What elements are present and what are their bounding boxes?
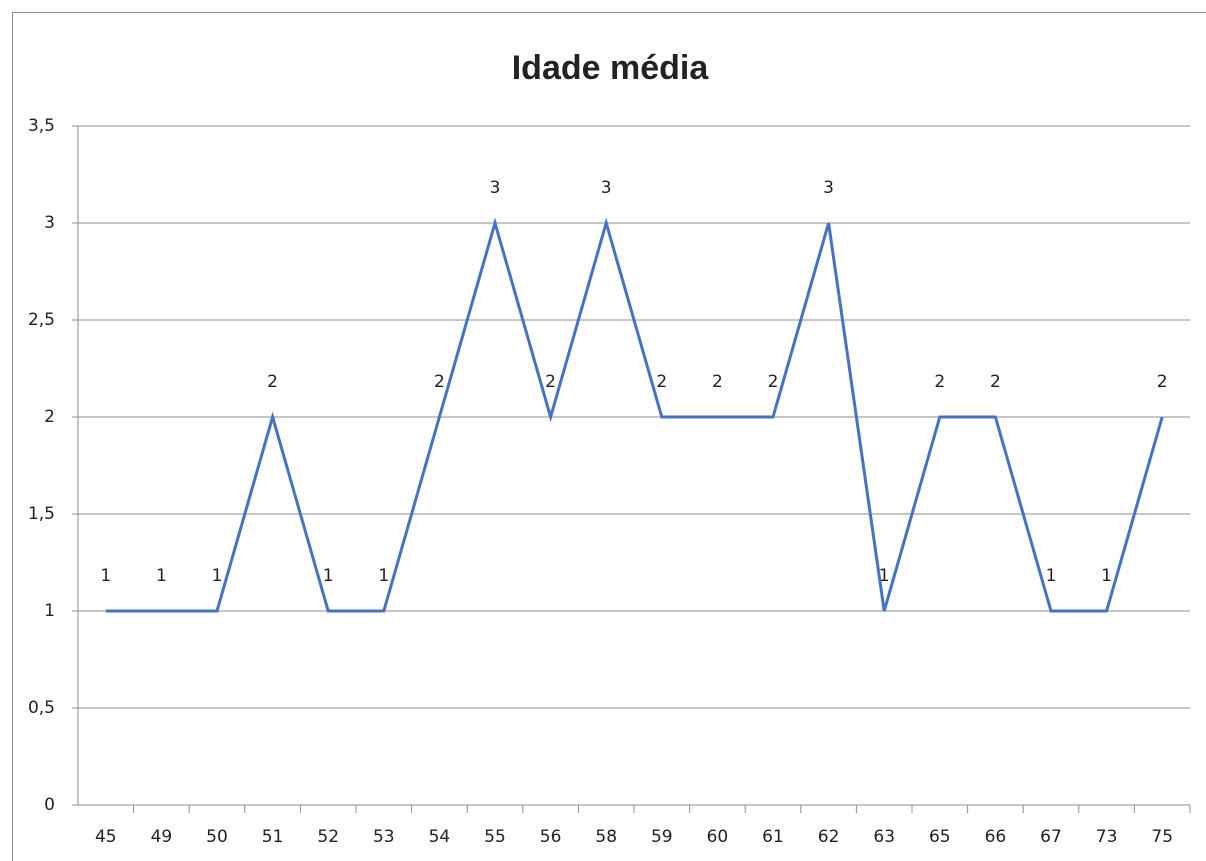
x-tick-label: 62 [818, 827, 840, 847]
data-label: 2 [267, 372, 278, 392]
data-label: 3 [823, 178, 834, 198]
x-tick-label: 56 [540, 827, 562, 847]
x-tick-label: 52 [317, 827, 339, 847]
data-label: 2 [934, 372, 945, 392]
x-tick-label: 49 [151, 827, 173, 847]
y-tick-label: 2 [44, 407, 55, 427]
data-label: 2 [1157, 372, 1168, 392]
x-tick-label: 53 [373, 827, 395, 847]
y-tick-label: 3 [44, 213, 55, 233]
x-tick-label: 66 [985, 827, 1007, 847]
x-tick-label: 51 [262, 827, 284, 847]
data-label: 1 [212, 566, 223, 586]
x-tick-label: 59 [651, 827, 673, 847]
data-label: 1 [378, 566, 389, 586]
data-label: 3 [601, 178, 612, 198]
x-tick-label: 65 [929, 827, 951, 847]
y-tick-label: 3,5 [28, 116, 55, 136]
x-tick-label: 75 [1151, 827, 1173, 847]
data-label: 2 [712, 372, 723, 392]
data-label: 1 [1101, 566, 1112, 586]
x-tick-label: 50 [206, 827, 228, 847]
data-label: 1 [1046, 566, 1057, 586]
y-tick-label: 0,5 [28, 698, 55, 718]
x-tick-label: 54 [429, 827, 451, 847]
data-label: 1 [879, 566, 890, 586]
data-label: 1 [156, 566, 167, 586]
x-tick-label: 67 [1040, 827, 1062, 847]
x-tick-label: 55 [484, 827, 506, 847]
data-label: 1 [100, 566, 111, 586]
data-label: 2 [545, 372, 556, 392]
data-label: 2 [768, 372, 779, 392]
data-label: 2 [990, 372, 1001, 392]
data-label: 2 [434, 372, 445, 392]
chart-title: Idade média [512, 49, 710, 87]
y-tick-label: 2,5 [28, 310, 55, 330]
x-tick-label: 73 [1096, 827, 1118, 847]
data-label: 2 [656, 372, 667, 392]
data-line [105, 217, 1164, 613]
x-tick-label: 58 [595, 827, 617, 847]
x-tick-label: 61 [762, 827, 784, 847]
data-label: 3 [490, 178, 501, 198]
x-tick-label: 45 [95, 827, 117, 847]
x-tick-label: 63 [873, 827, 895, 847]
y-tick-label: 0 [44, 795, 55, 815]
x-tick-label: 60 [707, 827, 729, 847]
chart-border [12, 12, 1206, 861]
y-tick-label: 1 [44, 601, 55, 621]
y-tick-label: 1,5 [28, 504, 55, 524]
data-label: 1 [323, 566, 334, 586]
